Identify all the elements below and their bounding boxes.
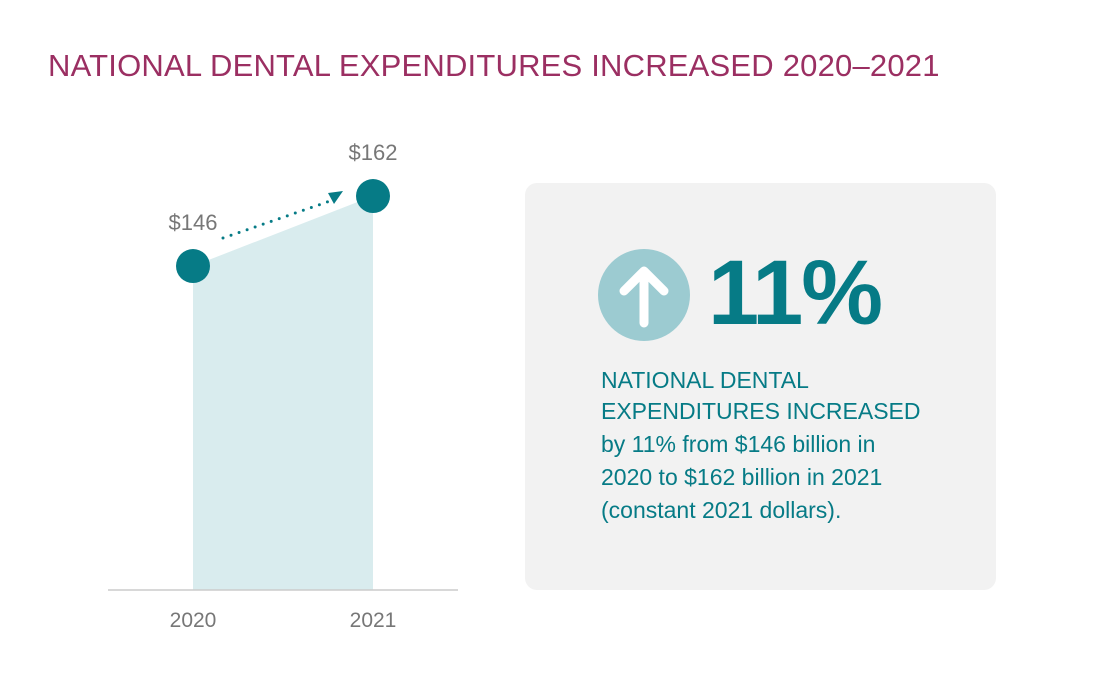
heading-line: EXPENDITURES INCREASED bbox=[601, 398, 921, 424]
trend-arrow-head bbox=[328, 191, 343, 205]
data-point bbox=[176, 249, 210, 284]
percent-increase: 11% bbox=[708, 242, 883, 344]
data-label: $146 bbox=[169, 210, 218, 235]
area-chart: 2020 2021 $146 $162 bbox=[108, 140, 458, 632]
chart-title: NATIONAL DENTAL EXPENDITURES INCREASED 2… bbox=[48, 48, 940, 83]
arrow-up-circle-icon bbox=[598, 249, 690, 341]
x-tick-label: 2020 bbox=[170, 609, 217, 632]
card-body: by 11% from $146 billion in 2020 to $162… bbox=[601, 428, 981, 527]
body-line: 2020 to $162 billion in 2021 bbox=[601, 464, 883, 490]
body-line: by 11% from $146 billion in bbox=[601, 431, 876, 457]
heading-line: NATIONAL DENTAL bbox=[601, 367, 809, 393]
x-tick-label: 2021 bbox=[350, 609, 397, 632]
body-line: (constant 2021 dollars). bbox=[601, 497, 842, 523]
card-heading: NATIONAL DENTAL EXPENDITURES INCREASED bbox=[601, 365, 981, 427]
area-fill bbox=[193, 196, 373, 591]
trend-arrow-line bbox=[221, 199, 332, 240]
data-label: $162 bbox=[349, 140, 398, 165]
data-point bbox=[356, 179, 390, 214]
summary-card: 11% NATIONAL DENTAL EXPENDITURES INCREAS… bbox=[525, 183, 996, 590]
